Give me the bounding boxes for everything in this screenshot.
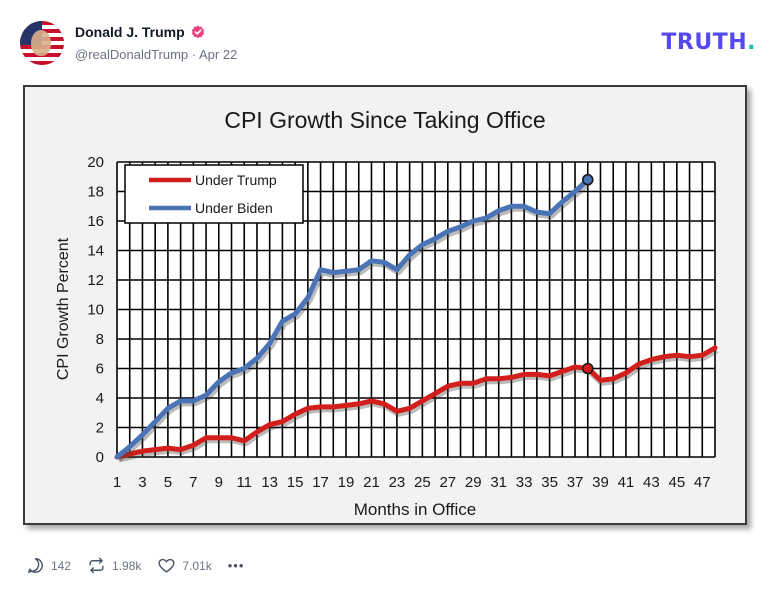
series-endpoint-marker [581, 173, 594, 186]
heart-icon [158, 558, 175, 573]
x-tick-label: 43 [643, 474, 660, 491]
x-tick-label: 7 [189, 474, 197, 491]
y-tick-label: 14 [87, 243, 104, 260]
reply-button[interactable]: 142 [26, 556, 71, 575]
like-button[interactable]: 7.01k [157, 556, 212, 575]
x-tick-label: 13 [261, 474, 278, 491]
y-tick-label: 12 [87, 272, 104, 289]
y-tick-label: 16 [87, 213, 104, 230]
y-tick-label: 18 [87, 184, 104, 201]
x-tick-label: 33 [516, 474, 533, 491]
chart-title: CPI Growth Since Taking Office [224, 107, 545, 133]
chart-x-axis-label: Months in Office [354, 500, 477, 519]
legend-box [124, 164, 304, 224]
retruth-count: 1.98k [112, 558, 142, 573]
author-name-row: Donald J. Trump [75, 24, 205, 40]
x-tick-label: 23 [389, 474, 406, 491]
y-tick-label: 8 [96, 331, 104, 348]
x-tick-label: 47 [694, 474, 711, 491]
x-tick-label: 37 [567, 474, 584, 491]
post-header: Donald J. Trump @realDonaldTrump · Apr 2… [20, 18, 760, 68]
chart-legend: Under Trump Under Biden [124, 164, 304, 224]
series-line-under-trump [114, 345, 718, 460]
reply-icon [28, 558, 43, 573]
series-endpoint-marker [581, 362, 594, 375]
more-options-button[interactable]: ••• [228, 558, 245, 573]
x-tick-label: 27 [439, 474, 456, 491]
author-display-name[interactable]: Donald J. Trump [75, 24, 185, 40]
reply-count: 142 [51, 558, 72, 573]
x-tick-label: 17 [312, 474, 329, 491]
truth-logo[interactable]: TRUTH. [661, 30, 756, 55]
x-tick-label: 1 [113, 474, 121, 491]
x-tick-label: 11 [236, 474, 252, 491]
avatar-face [31, 30, 51, 56]
x-tick-label: 45 [668, 474, 685, 491]
meta-separator: · [191, 47, 200, 62]
x-tick-label: 21 [363, 474, 380, 491]
x-tick-label: 41 [618, 474, 635, 491]
retruth-button[interactable]: 1.98k [87, 556, 141, 575]
x-tick-label: 5 [164, 474, 172, 491]
x-tick-label: 9 [215, 474, 223, 491]
chart-y-axis-label: CPI Growth Percent [55, 237, 72, 380]
x-tick-label: 29 [465, 474, 482, 491]
logo-dot: . [747, 30, 756, 55]
y-tick-label: 10 [87, 302, 104, 319]
more-options-icon: ••• [227, 558, 245, 573]
x-tick-label: 19 [338, 474, 355, 491]
x-tick-label: 3 [138, 474, 146, 491]
x-tick-label: 31 [490, 474, 507, 491]
series-line-under-biden [114, 177, 591, 460]
author-meta: @realDonaldTrump · Apr 22 [75, 47, 237, 62]
post-actions: 142 1.98k 7.01k ••• [26, 556, 260, 575]
verified-badge-icon [191, 25, 204, 39]
cpi-chart: CPI Growth Since Taking Office CPI Growt… [55, 107, 719, 519]
chart-image[interactable]: CPI Growth Since Taking Office CPI Growt… [23, 85, 747, 525]
like-count: 7.01k [182, 558, 212, 573]
logo-text: TRUTH [661, 30, 748, 55]
x-tick-label: 39 [592, 474, 609, 491]
x-tick-label: 15 [287, 474, 304, 491]
x-tick-label: 35 [541, 474, 558, 491]
y-tick-label: 4 [96, 390, 104, 407]
y-tick-label: 2 [96, 420, 104, 437]
legend-label: Under Biden [195, 200, 273, 216]
retruth-icon [89, 557, 104, 574]
post-date[interactable]: Apr 22 [199, 47, 238, 62]
y-tick-label: 20 [87, 154, 104, 171]
y-tick-label: 0 [96, 449, 104, 466]
avatar[interactable] [20, 21, 64, 65]
legend-label: Under Trump [195, 172, 277, 188]
author-handle[interactable]: @realDonaldTrump [75, 47, 189, 62]
y-tick-label: 6 [96, 361, 104, 378]
x-tick-label: 25 [414, 474, 431, 491]
